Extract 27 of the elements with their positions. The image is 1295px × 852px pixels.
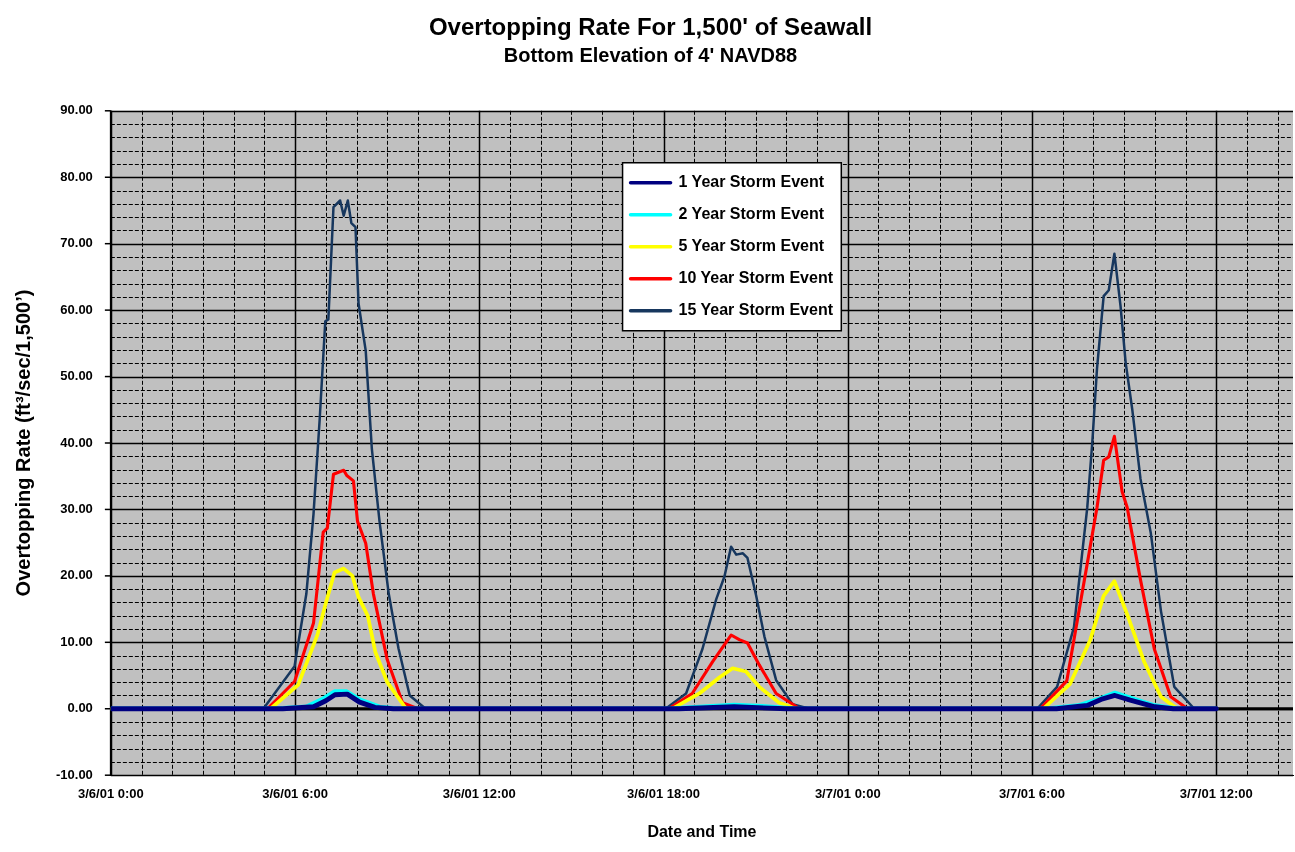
y-axis-title: Overtopping Rate (ft³/sec/1,500’) xyxy=(11,289,34,597)
x-tick-label: 3/7/01 6:00 xyxy=(999,785,1065,801)
legend-label: 1 Year Storm Event xyxy=(678,173,825,191)
y-tick-label: 80.00 xyxy=(60,168,93,184)
x-tick-label: 3/6/01 0:00 xyxy=(77,785,144,801)
chart-title: Overtopping Rate For 1,500' of Seawall xyxy=(428,13,873,41)
y-tick-label: 50.00 xyxy=(60,368,93,384)
legend-label: 2 Year Storm Event xyxy=(678,205,825,223)
y-tick-label: 40.00 xyxy=(60,434,93,450)
y-tick-label: -10.00 xyxy=(55,766,93,782)
y-tick-label: 90.00 xyxy=(60,102,93,118)
y-tick-label: 60.00 xyxy=(60,301,93,317)
y-tick-label: 30.00 xyxy=(60,501,93,517)
x-tick-label: 3/6/01 12:00 xyxy=(442,785,516,801)
legend-label: 5 Year Storm Event xyxy=(678,237,825,255)
y-tick-label: 10.00 xyxy=(60,633,93,649)
y-tick-label: 70.00 xyxy=(60,235,93,251)
x-tick-label: 3/6/01 6:00 xyxy=(262,785,328,801)
legend-label: 15 Year Storm Event xyxy=(678,301,834,319)
chart-subtitle: Bottom Elevation of 4' NAVD88 xyxy=(503,44,798,67)
y-tick-label: 20.00 xyxy=(60,567,93,583)
x-axis-title: Date and Time xyxy=(647,822,757,840)
x-tick-label: 3/7/01 12:00 xyxy=(1179,785,1253,801)
legend-label: 10 Year Storm Event xyxy=(678,269,834,287)
x-tick-label: 3/7/01 0:00 xyxy=(814,785,881,801)
x-tick-label: 3/6/01 18:00 xyxy=(627,785,701,801)
y-tick-label: 0.00 xyxy=(67,700,93,716)
